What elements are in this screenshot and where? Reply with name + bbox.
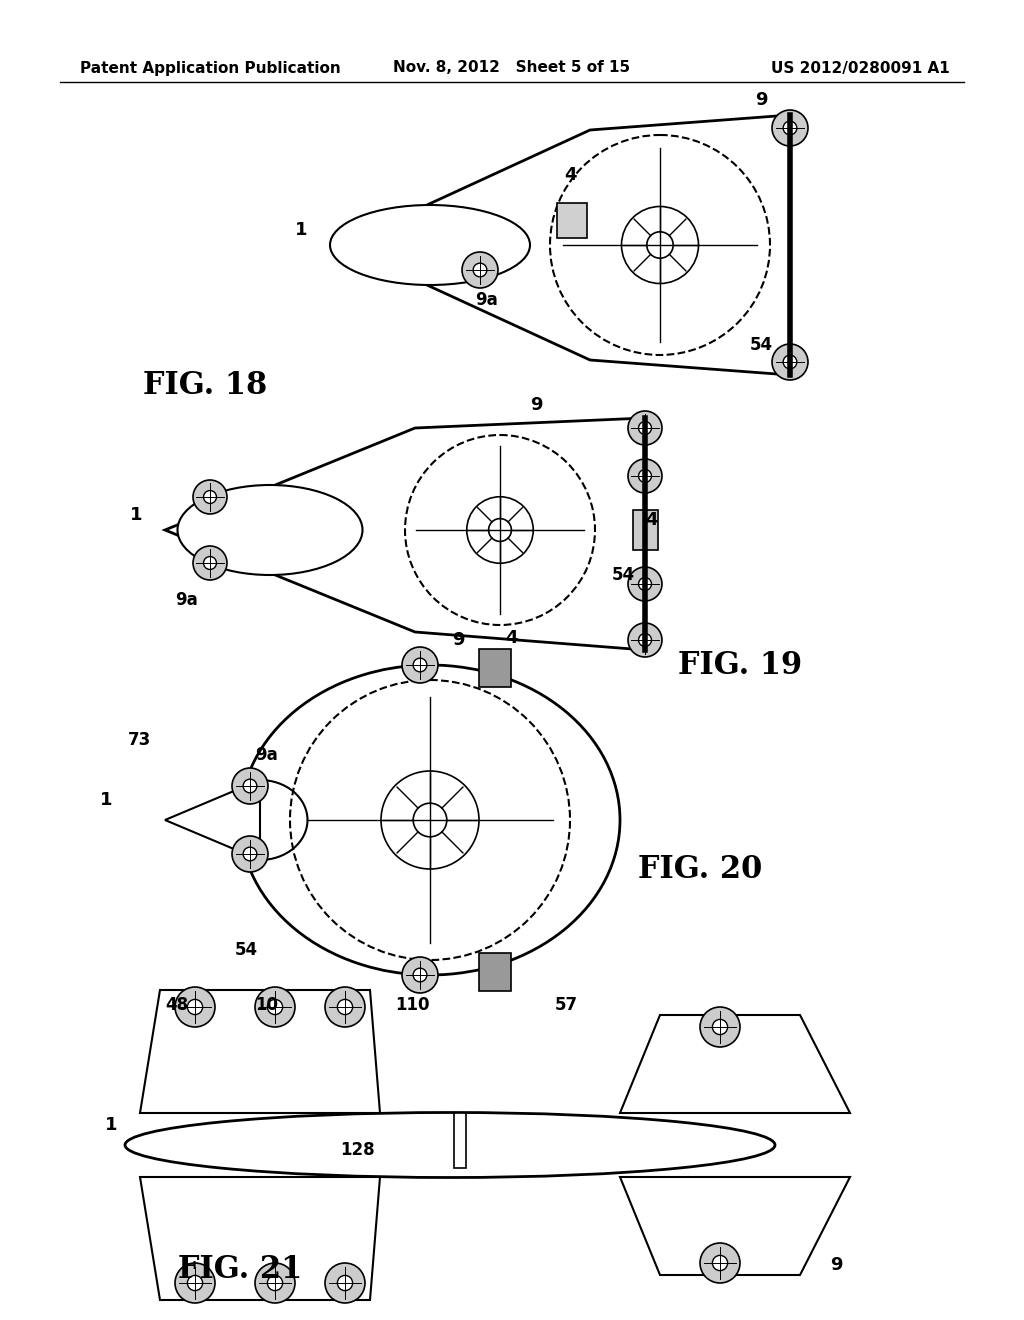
Circle shape [175,987,215,1027]
Circle shape [402,957,438,993]
Text: 57: 57 [555,997,579,1014]
Circle shape [204,491,216,503]
Circle shape [193,480,227,513]
Circle shape [204,557,216,569]
Text: FIG. 21: FIG. 21 [178,1254,302,1286]
Circle shape [473,263,486,277]
Circle shape [243,779,257,793]
Circle shape [772,110,808,147]
Text: 9: 9 [530,396,543,414]
Circle shape [713,1255,728,1271]
Circle shape [232,836,268,873]
Circle shape [462,252,498,288]
Text: FIG. 18: FIG. 18 [143,370,267,400]
Circle shape [255,1263,295,1303]
Text: 54: 54 [234,941,258,960]
Text: FIG. 20: FIG. 20 [638,854,762,886]
Circle shape [700,1007,740,1047]
Text: 4: 4 [564,166,577,183]
Circle shape [175,1263,215,1303]
Circle shape [413,968,427,982]
Text: 54: 54 [612,566,635,583]
Polygon shape [340,115,790,375]
Circle shape [267,1275,283,1291]
Bar [633,510,657,550]
Bar [557,202,587,238]
Polygon shape [165,780,260,861]
Text: 54: 54 [750,337,773,354]
Circle shape [628,459,662,492]
Polygon shape [620,1177,850,1275]
Circle shape [267,999,283,1015]
Circle shape [232,768,268,804]
Circle shape [413,659,427,672]
Text: 9: 9 [830,1257,843,1274]
Text: 9a: 9a [255,746,278,764]
Text: 1: 1 [100,791,113,809]
Text: 1: 1 [130,506,142,524]
Text: 110: 110 [395,997,429,1014]
Circle shape [628,568,662,601]
Text: 128: 128 [340,1140,375,1159]
Circle shape [783,121,797,135]
Polygon shape [140,1177,380,1300]
Text: 9a: 9a [175,591,198,609]
Circle shape [193,546,227,579]
Circle shape [713,1019,728,1035]
Circle shape [772,345,808,380]
Text: 9a: 9a [475,290,498,309]
Circle shape [628,411,662,445]
Circle shape [187,1275,203,1291]
Circle shape [255,987,295,1027]
Text: 9: 9 [755,91,768,110]
Text: Patent Application Publication: Patent Application Publication [80,61,341,75]
Circle shape [243,847,257,861]
Bar [479,953,511,991]
Circle shape [488,519,511,541]
Ellipse shape [177,484,362,576]
Polygon shape [620,1015,850,1113]
Bar [479,649,511,686]
Ellipse shape [330,205,530,285]
Text: 4: 4 [645,511,657,529]
Polygon shape [140,990,380,1113]
Circle shape [628,623,662,657]
Text: 48: 48 [165,997,188,1014]
Text: 1: 1 [105,1115,118,1134]
Circle shape [639,578,651,590]
Circle shape [337,999,352,1015]
Text: 73: 73 [128,731,152,748]
Text: 4: 4 [505,630,517,647]
Ellipse shape [240,665,620,975]
Circle shape [337,1275,352,1291]
Circle shape [414,803,446,837]
Circle shape [325,1263,365,1303]
Text: US 2012/0280091 A1: US 2012/0280091 A1 [771,61,950,75]
Circle shape [639,470,651,483]
Bar [454,1113,466,1167]
Circle shape [187,999,203,1015]
Circle shape [402,647,438,682]
Circle shape [325,987,365,1027]
Text: 1: 1 [295,220,307,239]
Text: 10: 10 [255,997,278,1014]
Circle shape [639,421,651,434]
Text: Nov. 8, 2012   Sheet 5 of 15: Nov. 8, 2012 Sheet 5 of 15 [393,61,631,75]
Text: 9: 9 [452,631,465,649]
Circle shape [700,1243,740,1283]
Circle shape [783,355,797,368]
Polygon shape [165,418,645,649]
Ellipse shape [125,1113,775,1177]
Text: FIG. 19: FIG. 19 [678,649,802,681]
Circle shape [647,232,673,259]
Circle shape [639,634,651,647]
